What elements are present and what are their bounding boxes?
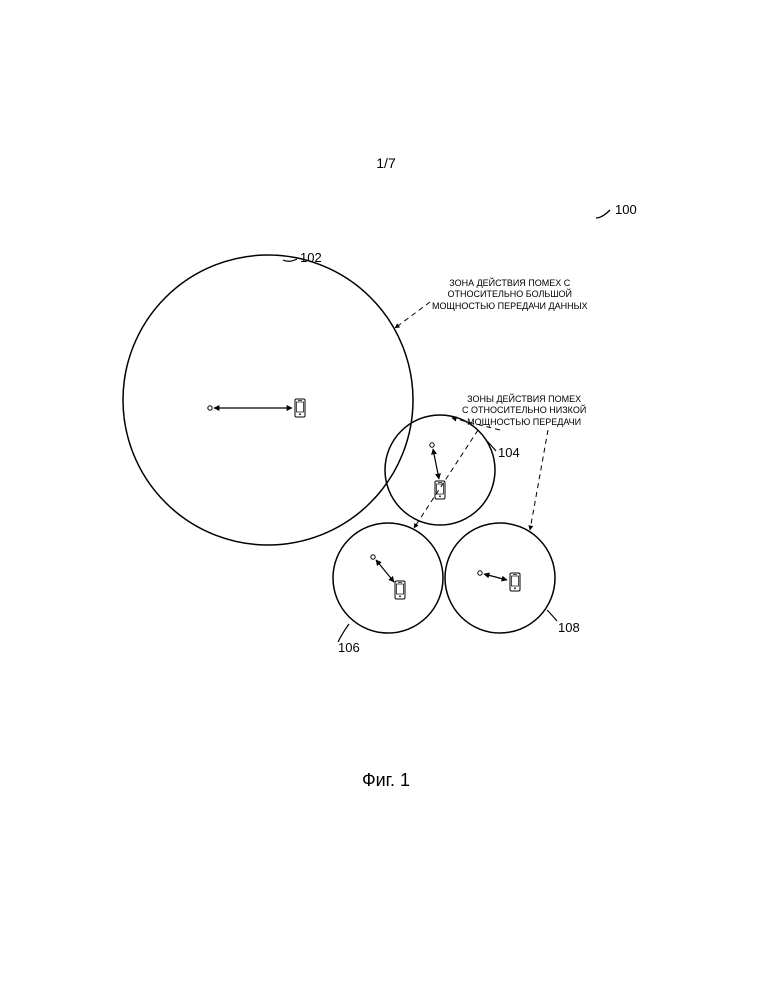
basestation-icon: [430, 443, 434, 447]
coverage-circle-102: [123, 255, 413, 545]
coverage-circle-104: [385, 415, 495, 525]
basestation-icon: [208, 406, 212, 410]
link-arrow: [433, 449, 439, 479]
phone-icon: [295, 399, 305, 417]
callout-arrow-low-2: [414, 430, 478, 528]
figure-diagram: [0, 0, 772, 999]
link-arrow: [376, 560, 394, 582]
figure-page: 1/7 100 ЗОНА ДЕЙСТВИЯ ПОМЕХ С ОТНОСИТЕЛЬ…: [0, 0, 772, 999]
callout-arrow-low-3: [530, 430, 548, 530]
basestation-icon: [371, 555, 375, 559]
phone-icon: [395, 581, 405, 599]
phone-icon: [510, 573, 520, 591]
link-arrow: [484, 574, 507, 580]
coverage-circle-106: [333, 523, 443, 633]
callout-arrow-high: [395, 302, 430, 328]
basestation-icon: [478, 571, 482, 575]
